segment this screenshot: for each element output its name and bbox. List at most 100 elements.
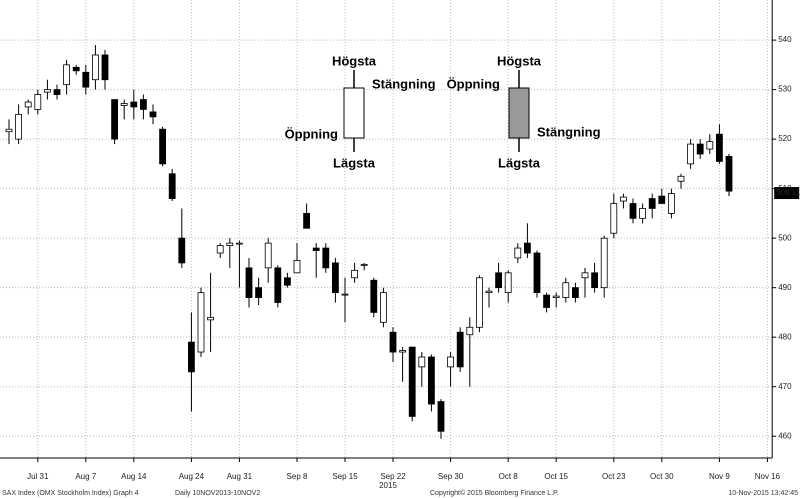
candle-body bbox=[283, 277, 291, 286]
candle-body bbox=[303, 213, 311, 229]
last-price-box bbox=[774, 187, 800, 200]
x-tick-label: Sep 22 bbox=[380, 472, 406, 481]
footer-text: Copyright© 2015 Bloomberg Finance L.P. bbox=[430, 489, 559, 497]
x-tick-label: Aug 31 bbox=[227, 472, 253, 481]
candle-body bbox=[668, 193, 675, 214]
candle-body bbox=[629, 203, 637, 219]
candle-body bbox=[24, 101, 32, 108]
y-tick-label: 530 bbox=[778, 85, 792, 94]
candle-body bbox=[716, 133, 723, 162]
candle-body bbox=[274, 267, 282, 303]
candle-body bbox=[639, 208, 646, 219]
candle-body bbox=[72, 66, 80, 72]
candle-body bbox=[187, 341, 195, 373]
candle-body bbox=[572, 287, 579, 298]
x-tick-label: Oct 23 bbox=[602, 472, 626, 481]
x-tick-label: Oct 15 bbox=[544, 472, 568, 481]
candle-body bbox=[706, 141, 714, 150]
x-tick-label: Nov 9 bbox=[709, 472, 730, 481]
candle-body bbox=[351, 269, 359, 279]
candle-body bbox=[581, 272, 589, 279]
annotation: Lägsta bbox=[498, 155, 541, 170]
y-tick-label: 500 bbox=[778, 233, 792, 242]
candle-body bbox=[658, 195, 666, 204]
candle-body bbox=[63, 64, 70, 86]
candle-body bbox=[562, 282, 570, 298]
candle-body bbox=[725, 156, 733, 192]
candle-body bbox=[120, 103, 128, 106]
candle-body bbox=[696, 143, 704, 155]
candle-body bbox=[427, 356, 435, 405]
candle-body bbox=[111, 99, 118, 140]
footer-text: Daily 10NOV2013-10NOV2 bbox=[175, 490, 260, 497]
legend-up-body bbox=[343, 87, 365, 139]
footer-text: 10-Nov-2015 13:42:45 bbox=[728, 490, 798, 497]
y-tick-label: 460 bbox=[778, 431, 792, 440]
annotation: Stängning bbox=[537, 124, 601, 139]
annotation: Lägsta bbox=[333, 155, 376, 170]
candle-body bbox=[524, 242, 531, 254]
y-tick-label: 470 bbox=[778, 382, 792, 391]
candle-body bbox=[543, 294, 550, 308]
candle-body bbox=[341, 293, 349, 296]
candle-body bbox=[620, 196, 627, 202]
candle-body bbox=[389, 331, 397, 353]
candle-body bbox=[168, 173, 176, 199]
candle-body bbox=[82, 71, 90, 88]
candle-body bbox=[178, 237, 186, 264]
candle-body bbox=[159, 128, 167, 165]
candle-body bbox=[216, 245, 224, 254]
y-tick-label: 480 bbox=[778, 332, 792, 341]
candle-body bbox=[591, 272, 598, 289]
candle-body bbox=[5, 128, 13, 133]
candle-body bbox=[235, 242, 243, 245]
candle-body bbox=[485, 290, 493, 294]
x-tick-label: Sep 15 bbox=[332, 472, 358, 481]
candle-body bbox=[322, 247, 330, 269]
x-tick-label: Sep 8 bbox=[287, 472, 308, 481]
candle-body bbox=[207, 316, 215, 321]
candle-body bbox=[44, 89, 51, 93]
annotation: Öppning bbox=[447, 76, 500, 91]
candle-body bbox=[293, 260, 301, 274]
y-tick-label: 490 bbox=[778, 283, 792, 292]
x-tick-label: Jul 31 bbox=[27, 472, 49, 481]
legend-candles bbox=[343, 70, 530, 152]
annotation: Stängning bbox=[372, 76, 436, 91]
legend-down-body bbox=[508, 87, 530, 139]
candle-body bbox=[379, 292, 387, 323]
annotation: Högsta bbox=[497, 53, 542, 68]
x-tick-label: Aug 14 bbox=[121, 472, 147, 481]
candle-body bbox=[418, 356, 426, 368]
x-tick-label: Nov 16 bbox=[755, 472, 781, 481]
candle-body bbox=[514, 247, 522, 259]
annotation: Öppning bbox=[285, 126, 338, 141]
candle-body bbox=[197, 292, 205, 353]
candle-body bbox=[370, 279, 378, 313]
x-tick-label: Oct 30 bbox=[650, 472, 674, 481]
candle-body bbox=[149, 111, 157, 118]
candle-body bbox=[255, 287, 263, 298]
candle-body bbox=[533, 252, 541, 294]
candle-body bbox=[456, 331, 464, 368]
candle-body bbox=[245, 267, 253, 298]
candle-body bbox=[408, 346, 416, 417]
candle-body bbox=[331, 262, 339, 294]
last-price-label: 509.11 bbox=[776, 188, 800, 197]
year-label: 2015 bbox=[379, 481, 397, 490]
candle-body bbox=[504, 272, 512, 294]
candle-body bbox=[226, 242, 234, 246]
x-tick-label: Sep 30 bbox=[438, 472, 464, 481]
x-tick-label: Aug 7 bbox=[75, 472, 96, 481]
candle-body bbox=[92, 54, 99, 81]
candle-body bbox=[101, 54, 109, 81]
candle-body bbox=[648, 198, 656, 209]
candle-body bbox=[475, 277, 483, 328]
candle-body bbox=[130, 101, 138, 108]
candle-body bbox=[34, 94, 42, 110]
candle-body bbox=[264, 242, 272, 269]
candle-body bbox=[677, 175, 685, 182]
candle-body bbox=[399, 350, 407, 353]
candle-body bbox=[687, 143, 694, 165]
